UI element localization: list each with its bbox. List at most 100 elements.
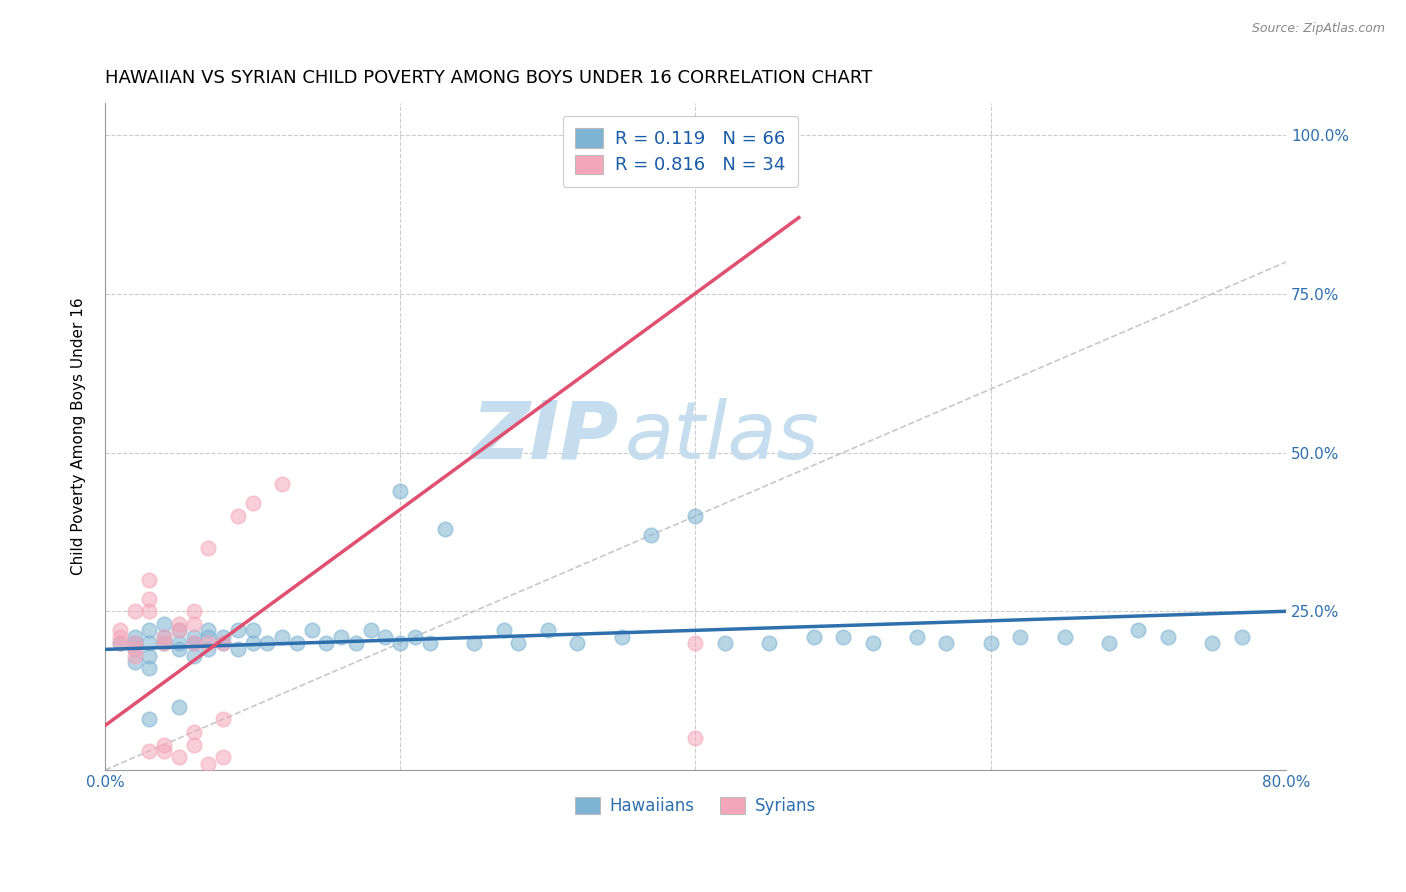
Point: [124, 648, 146, 663]
Text: Source: ZipAtlas.com: Source: ZipAtlas.com: [1251, 22, 1385, 36]
Point: [1010, 630, 1032, 644]
Point: [1230, 630, 1253, 644]
Point: [124, 604, 146, 618]
Point: [242, 496, 264, 510]
Point: [138, 624, 160, 638]
Point: [167, 699, 190, 714]
Point: [197, 630, 219, 644]
Point: [167, 636, 190, 650]
Point: [183, 617, 205, 632]
Point: [758, 636, 780, 650]
Point: [212, 630, 235, 644]
Point: [138, 744, 160, 758]
Point: [167, 624, 190, 638]
Point: [183, 636, 205, 650]
Point: [226, 509, 249, 524]
Point: [389, 483, 412, 498]
Point: [567, 636, 589, 650]
Point: [360, 624, 382, 638]
Point: [242, 636, 264, 650]
Point: [108, 624, 131, 638]
Point: [124, 630, 146, 644]
Point: [344, 636, 367, 650]
Point: [714, 636, 737, 650]
Point: [153, 617, 176, 632]
Point: [1098, 636, 1121, 650]
Point: [183, 738, 205, 752]
Point: [183, 630, 205, 644]
Point: [271, 630, 294, 644]
Point: [463, 636, 485, 650]
Point: [537, 624, 560, 638]
Point: [226, 642, 249, 657]
Point: [153, 636, 176, 650]
Point: [167, 617, 190, 632]
Point: [285, 636, 308, 650]
Point: [1053, 630, 1076, 644]
Point: [389, 636, 412, 650]
Point: [183, 604, 205, 618]
Point: [685, 636, 707, 650]
Point: [167, 624, 190, 638]
Point: [1128, 624, 1150, 638]
Point: [138, 636, 160, 650]
Point: [197, 642, 219, 657]
Point: [212, 750, 235, 764]
Point: [271, 477, 294, 491]
Point: [183, 648, 205, 663]
Point: [905, 630, 928, 644]
Point: [419, 636, 441, 650]
Point: [124, 655, 146, 669]
Point: [433, 522, 456, 536]
Point: [226, 624, 249, 638]
Point: [124, 636, 146, 650]
Point: [242, 624, 264, 638]
Point: [197, 756, 219, 771]
Point: [803, 630, 825, 644]
Point: [862, 636, 884, 650]
Point: [212, 712, 235, 726]
Point: [153, 744, 176, 758]
Point: [508, 636, 530, 650]
Point: [124, 642, 146, 657]
Point: [138, 648, 160, 663]
Point: [153, 630, 176, 644]
Point: [138, 604, 160, 618]
Text: HAWAIIAN VS SYRIAN CHILD POVERTY AMONG BOYS UNDER 16 CORRELATION CHART: HAWAIIAN VS SYRIAN CHILD POVERTY AMONG B…: [105, 69, 872, 87]
Point: [330, 630, 353, 644]
Point: [138, 573, 160, 587]
Point: [197, 541, 219, 555]
Point: [212, 636, 235, 650]
Point: [197, 624, 219, 638]
Legend: Hawaiians, Syrians: Hawaiians, Syrians: [568, 790, 823, 822]
Point: [108, 630, 131, 644]
Point: [138, 712, 160, 726]
Point: [315, 636, 337, 650]
Text: atlas: atlas: [624, 398, 820, 475]
Point: [832, 630, 855, 644]
Point: [138, 661, 160, 675]
Point: [404, 630, 426, 644]
Point: [108, 636, 131, 650]
Point: [1201, 636, 1223, 650]
Point: [153, 636, 176, 650]
Point: [1157, 630, 1180, 644]
Point: [108, 636, 131, 650]
Point: [640, 528, 662, 542]
Point: [153, 630, 176, 644]
Point: [212, 636, 235, 650]
Point: [935, 636, 957, 650]
Text: ZIP: ZIP: [471, 398, 619, 475]
Y-axis label: Child Poverty Among Boys Under 16: Child Poverty Among Boys Under 16: [72, 298, 86, 575]
Point: [124, 636, 146, 650]
Point: [138, 591, 160, 606]
Point: [610, 630, 633, 644]
Point: [153, 738, 176, 752]
Point: [301, 624, 323, 638]
Point: [167, 750, 190, 764]
Point: [124, 642, 146, 657]
Point: [685, 731, 707, 746]
Point: [492, 624, 515, 638]
Point: [256, 636, 278, 650]
Point: [685, 509, 707, 524]
